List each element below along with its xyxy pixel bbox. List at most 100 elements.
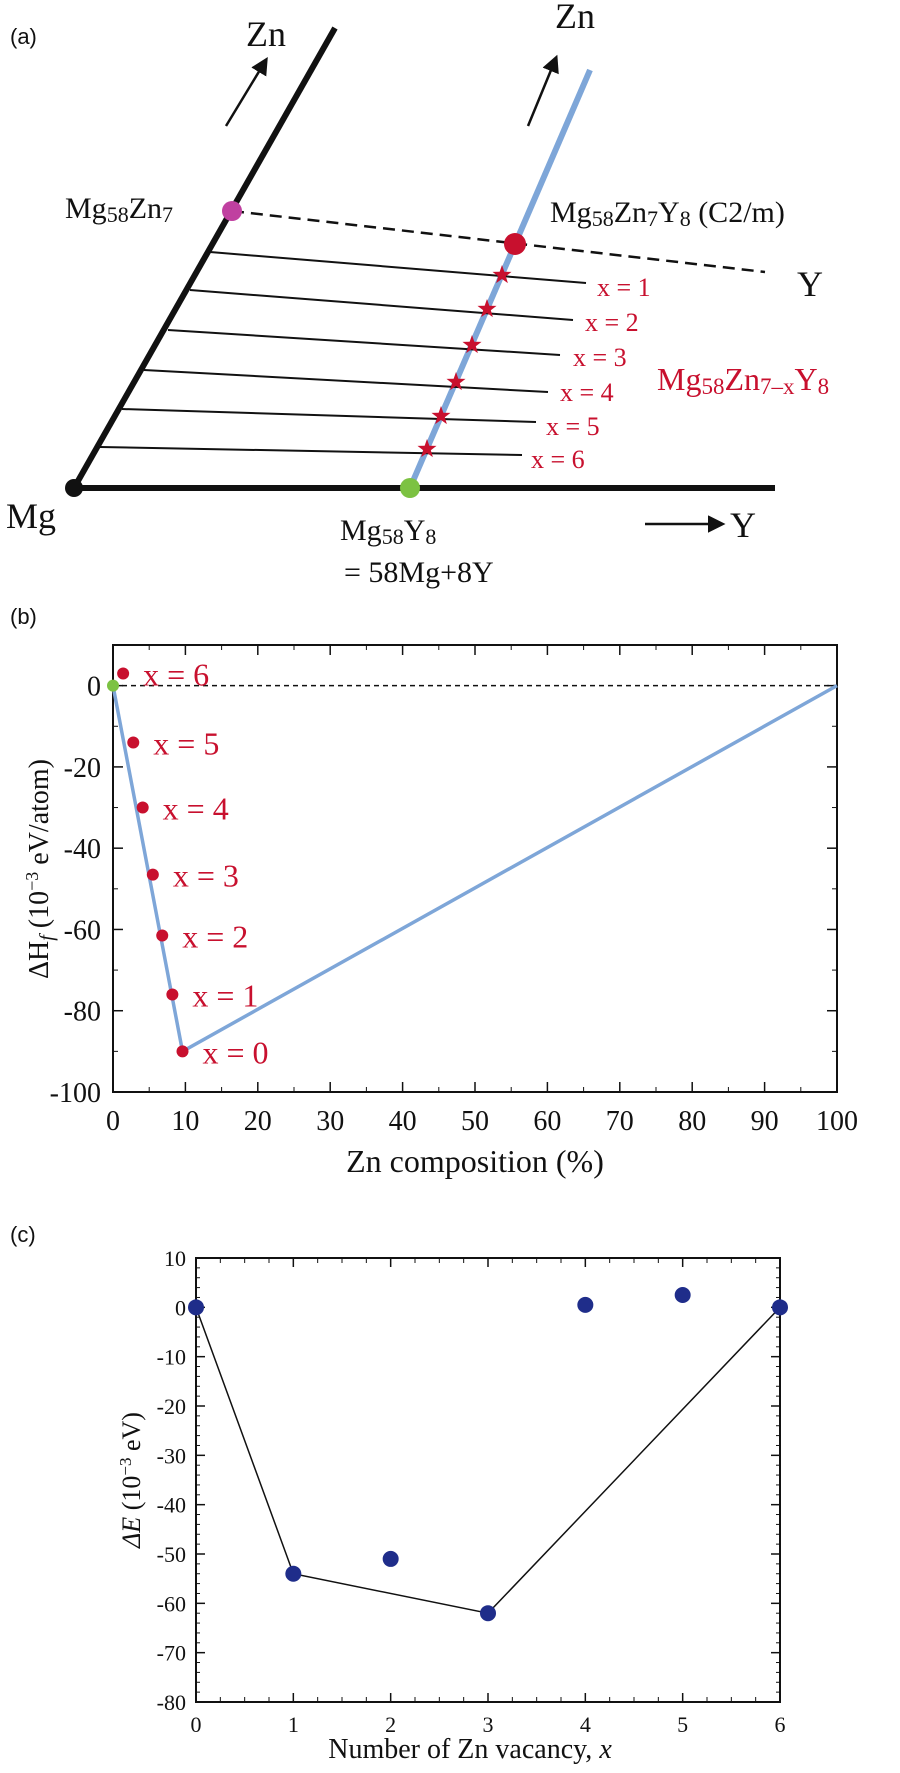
mg-label: Mg — [6, 496, 56, 536]
mg-zn-axis — [71, 26, 338, 490]
point-x0 — [176, 1045, 189, 1058]
y-tick-label: -30 — [157, 1443, 186, 1468]
point-x6 — [117, 667, 130, 680]
y-axis-label-b: ΔHf (10−3 eV/atom) — [22, 759, 58, 979]
x-tick-label: 0 — [191, 1712, 202, 1737]
x-tick-label: 3 — [483, 1712, 494, 1737]
point-x2 — [156, 929, 169, 942]
plot-frame-c — [195, 1257, 781, 1703]
mg-point — [65, 479, 83, 497]
point-c-x5 — [674, 1287, 691, 1303]
point-labels-b: x = 0 x = 1 x = 2 x = 3 x = 4 x = 5 x = 6 — [143, 656, 268, 1070]
data-points-c — [188, 1287, 788, 1622]
y-tick-label: -10 — [157, 1345, 186, 1370]
tie-line — [121, 408, 537, 423]
endpoint-mg58y8 — [107, 679, 119, 692]
family-label: Mg58Zn7–xY8 — [657, 361, 829, 399]
x-tick-label: 40 — [389, 1106, 417, 1137]
x-tick-label: 20 — [244, 1106, 272, 1137]
x-tick-label: 10 — [171, 1106, 199, 1137]
y-tick-label: -40 — [157, 1493, 186, 1518]
mg58zn7-label: Mg58Zn7 — [65, 192, 173, 227]
c2m-point — [504, 233, 526, 255]
y-tick-label: -60 — [157, 1591, 186, 1616]
star-marker — [492, 265, 512, 284]
star-marker — [462, 335, 482, 354]
zn-label-left: Zn — [246, 14, 286, 54]
y-arrow-label: Y — [730, 505, 756, 545]
x-tick-label: 1 — [288, 1712, 299, 1737]
x-tick-label: 2 — [385, 1712, 396, 1737]
point-c-x3 — [480, 1605, 496, 1622]
tie-line — [167, 329, 561, 356]
y-tick-label: -70 — [157, 1641, 186, 1666]
x-tick-label: 0 — [106, 1106, 120, 1137]
point-label: x = 5 — [153, 726, 219, 762]
c2m-label: Mg58Zn7Y8 (C2/m) — [550, 196, 785, 231]
dashed-tie-line — [231, 209, 766, 274]
x-label: x = 1 — [597, 273, 651, 302]
y-tick-label: -80 — [157, 1690, 186, 1715]
point-c-x0 — [188, 1299, 204, 1316]
x-axis-label-b: Zn composition (%) — [346, 1143, 604, 1179]
star-marker — [477, 299, 497, 318]
y-axis-label-c: ΔE (10−3 eV) — [116, 1412, 146, 1549]
x-label: x = 5 — [546, 412, 600, 441]
tie-line — [99, 446, 523, 456]
tick-labels-b: 0 10 20 30 40 50 60 70 80 90 100 0 -20 -40 -60 -80 -100 — [50, 672, 858, 1137]
y-tick-label: -50 — [157, 1542, 186, 1567]
y-tick-label: -20 — [64, 753, 101, 784]
point-x3 — [146, 868, 159, 881]
x-tick-label: 100 — [816, 1106, 858, 1137]
x-tick-label: 6 — [775, 1712, 786, 1737]
tie-line — [189, 289, 574, 321]
mg58y8-equation: = 58Mg+8Y — [344, 556, 494, 589]
axis-ticks-b — [112, 645, 838, 1093]
panel-c: (c) 0 1 2 3 4 5 6 10 0 -10 -20 -30 -40 -50 -60 -70 -80 Δ… — [10, 1222, 788, 1765]
y-label-right: Y — [797, 264, 823, 304]
panel-a-label: (a) — [10, 24, 37, 49]
point-x4 — [136, 801, 149, 814]
point-c-x6 — [772, 1299, 788, 1316]
zn-arrow-left — [224, 57, 268, 127]
zn-label-right: Zn — [555, 0, 595, 36]
star-marker — [446, 372, 466, 391]
point-x1 — [166, 988, 179, 1001]
y-tick-label: -20 — [157, 1394, 186, 1419]
x-label: x = 6 — [531, 445, 585, 474]
y-tick-label: -80 — [64, 997, 101, 1028]
point-c-x1 — [285, 1565, 302, 1582]
x-label: x = 2 — [585, 308, 639, 337]
point-label: x = 4 — [163, 791, 229, 827]
tick-labels-c: 0 1 2 3 4 5 6 10 0 -10 -20 -30 -40 -50 -60 -70 -80 — [157, 1246, 786, 1737]
panel-b: (b) 0 10 20 30 40 50 60 70 80 90 100 0 -20 -40 -60 -80 -… — [10, 604, 858, 1179]
tie-line — [143, 369, 549, 393]
mg58y8-label: Mg58Y8 — [340, 514, 436, 549]
x-labels-a: x = 1 x = 2 x = 3 x = 4 x = 5 x = 6 — [531, 273, 651, 474]
y-tick-label: 0 — [87, 672, 101, 703]
vacancy-stars — [417, 265, 512, 458]
y-tick-label: -40 — [64, 834, 101, 865]
point-c-x2 — [382, 1550, 399, 1567]
x-label: x = 4 — [560, 378, 614, 407]
point-c-x4 — [577, 1296, 594, 1313]
point-label: x = 1 — [192, 977, 258, 1013]
panel-b-label: (b) — [10, 604, 37, 629]
star-marker — [431, 406, 451, 425]
zn-arrow-right — [526, 54, 559, 127]
x-tick-label: 80 — [678, 1106, 706, 1137]
point-label: x = 6 — [143, 656, 209, 692]
tie-lines — [99, 251, 587, 456]
x-tick-label: 50 — [461, 1106, 489, 1137]
mg58y8-point — [400, 478, 420, 498]
star-marker — [417, 439, 437, 458]
y-tick-label: 10 — [164, 1246, 186, 1271]
data-points-b — [107, 667, 189, 1058]
x-axis-label-c: Number of Zn vacancy, x — [328, 1734, 612, 1765]
y-tick-label: -100 — [50, 1078, 101, 1109]
mg58zn7-point — [222, 201, 242, 221]
y-tick-label: -60 — [64, 915, 101, 946]
point-label: x = 0 — [203, 1034, 269, 1070]
point-label: x = 2 — [182, 919, 248, 955]
